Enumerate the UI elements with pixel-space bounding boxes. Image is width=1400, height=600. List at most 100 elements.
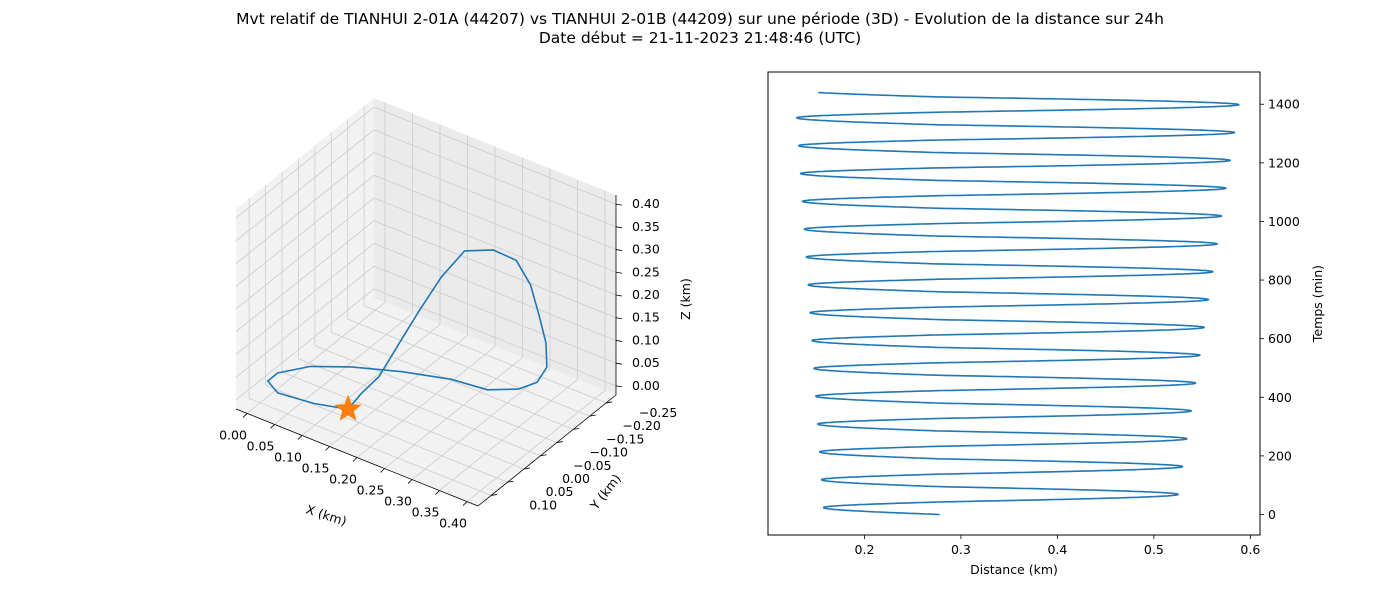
floor-grid-line — [384, 357, 523, 469]
y-tick-label: 1000 — [1268, 214, 1300, 229]
x-tick-mark — [270, 424, 275, 429]
y-tick-label: −0.25 — [639, 405, 677, 420]
y-tick-mark — [556, 441, 563, 443]
z-tick-mark — [615, 317, 623, 320]
y-tick-mark — [491, 494, 498, 496]
y-axis-line — [477, 394, 617, 507]
left-grid-line — [235, 129, 375, 242]
back-grid-line — [373, 152, 617, 250]
chart-title: Mvt relatif de TIANHUI 2-01A (44207) vs … — [236, 10, 1164, 28]
floor-grid-line — [439, 379, 578, 491]
y-axis-label: Temps (min) — [1310, 265, 1325, 343]
x-tick-mark — [435, 490, 440, 495]
floor-grid-line — [363, 305, 607, 404]
x-tick-label: 0.15 — [302, 460, 330, 475]
z-tick-mark — [615, 362, 623, 365]
back-grid-line — [373, 265, 617, 364]
back-grid-line — [373, 288, 617, 387]
plot-frame — [767, 71, 1261, 536]
x-tick-label: 0.35 — [412, 505, 440, 520]
z-tick-label: 0.40 — [632, 196, 660, 211]
y-tick-mark — [540, 454, 547, 457]
x-tick-label: 0.30 — [384, 494, 412, 509]
back-grid-line — [373, 243, 617, 341]
left-grid-line — [235, 197, 375, 310]
y-tick-label: 400 — [1268, 390, 1292, 405]
floor-grid-line — [411, 368, 551, 480]
x-tick-label: 0.25 — [357, 483, 385, 498]
x-axis-label: Distance (km) — [970, 562, 1058, 577]
floor-grid-line — [248, 398, 492, 496]
z-tick-mark — [615, 385, 623, 388]
y-tick-mark — [523, 467, 531, 470]
back-grid-line — [373, 220, 617, 319]
z-tick-label: 0.00 — [632, 378, 660, 393]
z-tick-mark — [615, 294, 623, 297]
y-tick-mark — [507, 480, 514, 483]
y-tick-label: 200 — [1268, 448, 1292, 463]
y-tick-label: 600 — [1268, 331, 1292, 346]
x-tick-label: 0.6 — [1240, 542, 1260, 557]
z-tick-mark — [615, 271, 623, 274]
floor-grid-line — [466, 390, 606, 502]
x-tick-mark — [462, 501, 468, 506]
z-tick-label: 0.25 — [632, 264, 660, 279]
y-tick-mark — [573, 427, 580, 430]
z-tick-mark — [615, 249, 623, 251]
floor-grid-line — [329, 335, 468, 447]
left-grid-line — [235, 265, 375, 378]
left-grid-line — [235, 220, 375, 333]
chart-subtitle: Date début = 21-11-2023 21:48:46 (UTC) — [538, 29, 862, 47]
back-grid-line — [373, 174, 617, 273]
floor-grid-line — [331, 331, 574, 430]
back-grid-line — [373, 106, 617, 205]
x-tick-label: 0.00 — [219, 427, 247, 442]
y-tick-mark — [589, 414, 596, 417]
z-axis-label: Z (km) — [678, 278, 693, 320]
y-tick-label: 0.05 — [546, 484, 574, 499]
back-grid-line — [373, 129, 617, 228]
trajectory-line — [267, 249, 548, 410]
left-grid-line — [235, 243, 375, 355]
x-tick-label: 0.2 — [855, 542, 875, 557]
y-tick-label: −0.05 — [573, 458, 611, 473]
z-tick-mark — [615, 226, 623, 229]
left-grid-line — [235, 288, 375, 401]
y-tick-label: −0.10 — [590, 445, 628, 460]
y-tick-mark — [606, 401, 613, 404]
y-tick-label: 800 — [1268, 273, 1292, 288]
y-tick-label: −0.15 — [606, 431, 644, 446]
x-tick-label: 0.10 — [274, 449, 302, 464]
x-tick-label: 0.20 — [329, 472, 357, 487]
x-tick-mark — [325, 446, 330, 451]
floor-grid-line — [246, 302, 386, 414]
x-tick-mark — [407, 479, 413, 484]
x-tick-label: 0.05 — [247, 438, 275, 453]
trajectory-3d-plot: 0.000.050.100.150.200.250.300.350.40−0.2… — [219, 98, 693, 531]
start-star-marker — [334, 394, 362, 421]
x-tick-label: 0.5 — [1144, 542, 1164, 557]
y-tick-label: 0 — [1268, 507, 1276, 522]
x-tick-label: 0.4 — [1047, 542, 1067, 557]
floor-grid-line — [298, 358, 541, 457]
floor-grid-line — [281, 371, 525, 470]
back-grid-line — [373, 197, 617, 296]
z-tick-label: 0.05 — [632, 355, 660, 370]
z-tick-mark — [615, 340, 623, 342]
z-tick-label: 0.35 — [632, 219, 660, 234]
x-tick-label: 0.40 — [439, 516, 467, 531]
floor-grid-line — [301, 324, 441, 436]
left-grid-line — [235, 106, 375, 219]
y-tick-label: 0.10 — [529, 497, 557, 512]
y-tick-label: −0.20 — [623, 418, 661, 433]
z-tick-label: 0.15 — [632, 310, 660, 325]
x-tick-label: 0.3 — [951, 542, 971, 557]
left-grid-line — [235, 152, 375, 264]
y-tick-label: 0.00 — [562, 471, 590, 486]
z-tick-mark — [615, 203, 623, 206]
x-tick-mark — [380, 468, 385, 473]
z-tick-label: 0.10 — [632, 332, 660, 347]
y-tick-label: 1200 — [1268, 155, 1300, 170]
left-grid-line — [235, 174, 375, 287]
x-tick-mark — [297, 435, 303, 440]
